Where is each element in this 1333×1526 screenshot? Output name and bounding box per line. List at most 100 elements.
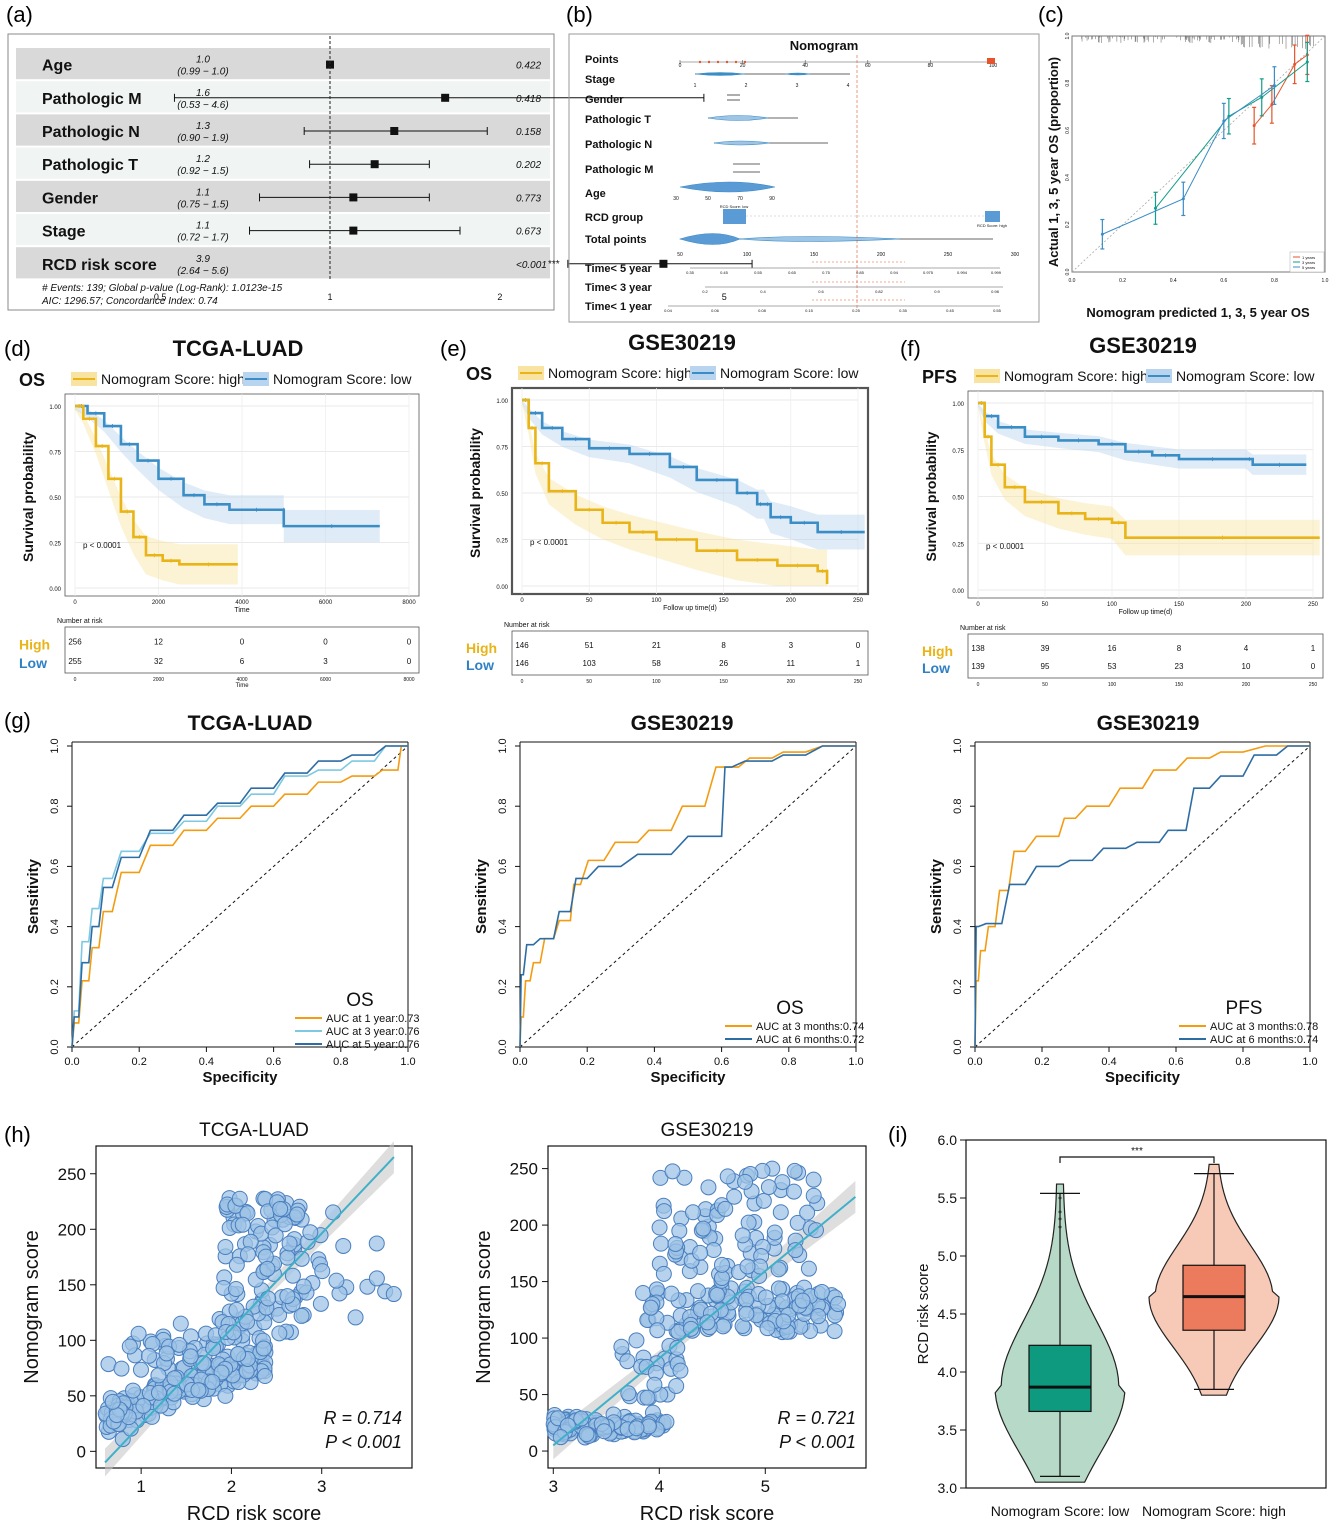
km-p-value: p < 0.0001 (986, 542, 1025, 551)
km-x-tick: 50 (1042, 602, 1049, 608)
forest-hr-value: 1.1 (196, 221, 210, 232)
km-risk-high-value: 1 (1311, 644, 1316, 653)
scatter-point (312, 1295, 329, 1312)
scatter-point (239, 1246, 256, 1263)
scatter-point (774, 1174, 791, 1191)
nomogram-tick-label: 30 (673, 196, 679, 202)
calibration-point (1272, 84, 1276, 88)
violin-y-tick: 5.0 (938, 1248, 958, 1264)
nomogram-row-label: Stage (585, 74, 615, 86)
forest-ci-value: (0.75 − 1.5) (177, 199, 228, 210)
violin-y-tick: 4.5 (938, 1306, 958, 1322)
panel-label-e: (e) (440, 336, 467, 361)
calibration-y-tick: 0.4 (1065, 174, 1071, 181)
scatter-point (805, 1171, 822, 1188)
scatter-point (810, 1308, 827, 1325)
forest-row-bg (16, 180, 550, 212)
scatter-point (225, 1324, 242, 1341)
calibration-y-label: Actual 1, 3, 5 year OS (proportion) (1046, 57, 1061, 267)
roc-x-tick: 1.0 (848, 1056, 863, 1068)
roc-y-label: Sensitivity (928, 858, 945, 934)
km-risk-x-tick: 100 (1108, 682, 1117, 688)
panel-label-a: (a) (6, 2, 33, 27)
forest-hr-marker (370, 160, 379, 169)
scatter-point (757, 1289, 774, 1306)
scatter-point (132, 1361, 149, 1378)
km-y-tick: 0.75 (49, 451, 61, 457)
km-legend-label-low: Nomogram Score: low (273, 371, 412, 387)
scatter-x-tick: 5 (761, 1477, 770, 1496)
nomogram-tick-label: 0.4 (760, 289, 766, 294)
km-risk-low-value: 58 (652, 659, 661, 668)
km-risk-x-tick: 4000 (236, 677, 247, 683)
scatter-point (130, 1325, 147, 1342)
roc-endpoint-label: OS (346, 990, 373, 1011)
scatter-point (150, 1367, 167, 1384)
roc-title: GSE30219 (631, 712, 734, 735)
km-risk-high-value: 12 (154, 638, 163, 647)
scatter-point (272, 1200, 289, 1217)
scatter-point (805, 1187, 822, 1204)
calibration-point (1260, 95, 1264, 99)
scatter-point (628, 1420, 645, 1437)
scatter-point (234, 1216, 251, 1233)
km-endpoint-label: OS (19, 370, 45, 390)
km-high-curve (522, 398, 829, 585)
km-low-curve (75, 404, 380, 528)
km-risk-x-tick: 6000 (320, 677, 331, 683)
km-risk-x-tick: 0 (977, 682, 980, 688)
scatter-point (166, 1385, 183, 1402)
scatter-point (239, 1313, 256, 1330)
scatter-fit-line (552, 1196, 857, 1447)
nomogram-tick-label: 0.994 (957, 270, 968, 275)
calibration-legend-label: 1 years (1302, 255, 1315, 260)
km-risk-high-value: 51 (585, 641, 594, 650)
roc-curve (71, 745, 408, 1048)
forest-row-name: Age (42, 58, 72, 75)
nomogram-row-label: Time< 1 year (585, 301, 652, 313)
calibration-series-line (1102, 85, 1275, 235)
km-risk-high-value: 0 (323, 638, 328, 647)
roc-y-tick: 0.8 (49, 799, 61, 814)
nomogram-row-label: Age (585, 188, 606, 200)
nomogram-row-label: Pathologic N (585, 139, 652, 151)
scatter-point (140, 1347, 157, 1364)
km-risk-x-tick: 200 (1242, 682, 1251, 688)
forest-frame (7, 33, 555, 311)
roc-legend-label: AUC at 3 months:0.74 (756, 1021, 864, 1033)
km-x-tick: 2000 (152, 600, 166, 606)
nomogram-age-density (679, 181, 776, 193)
scatter-point (295, 1278, 312, 1295)
km-risk-label-high: High (19, 637, 50, 653)
nomogram-tick-label: 0.82 (875, 289, 884, 294)
km-y-tick: 0.25 (49, 542, 61, 548)
roc-y-tick: 0.6 (952, 859, 964, 874)
scatter-point (284, 1267, 301, 1284)
km-y-tick: 1.00 (496, 399, 508, 405)
km-risk-label-high: High (922, 643, 953, 659)
nomogram-tick-label: 0.55 (993, 308, 1002, 313)
scatter-point (717, 1200, 734, 1217)
nomogram-row-label: Gender (585, 94, 624, 106)
nomogram-tick-label: 250 (944, 252, 953, 258)
nomogram-tick-label: 200 (877, 252, 886, 258)
violin-y-tick: 4.0 (938, 1364, 958, 1380)
roc-endpoint-label: OS (776, 998, 803, 1019)
nomogram-tick-label: 40 (802, 63, 808, 69)
km-risk-low-value: 146 (515, 659, 529, 668)
roc-y-label: Sensitivity (25, 858, 42, 934)
scatter-point (639, 1389, 656, 1406)
km-risk-low-value: 1 (856, 659, 861, 668)
forest-x-tick: 0.5 (154, 292, 167, 302)
km-gse-os-panel: GSE30219 OS Nomogram Score: high Nomogram S… (466, 330, 870, 685)
scatter-point (217, 1238, 234, 1255)
roc-legend-label: AUC at 3 year:0.76 (326, 1026, 420, 1038)
km-endpoint-label: PFS (922, 367, 957, 387)
km-risk-x-tick: 0 (521, 679, 524, 685)
nomogram-tick-label: 0.65 (788, 270, 797, 275)
roc-x-label: Specificity (1105, 1069, 1181, 1086)
scatter-point (325, 1204, 342, 1221)
forest-p-value: 0.418 (516, 94, 541, 105)
